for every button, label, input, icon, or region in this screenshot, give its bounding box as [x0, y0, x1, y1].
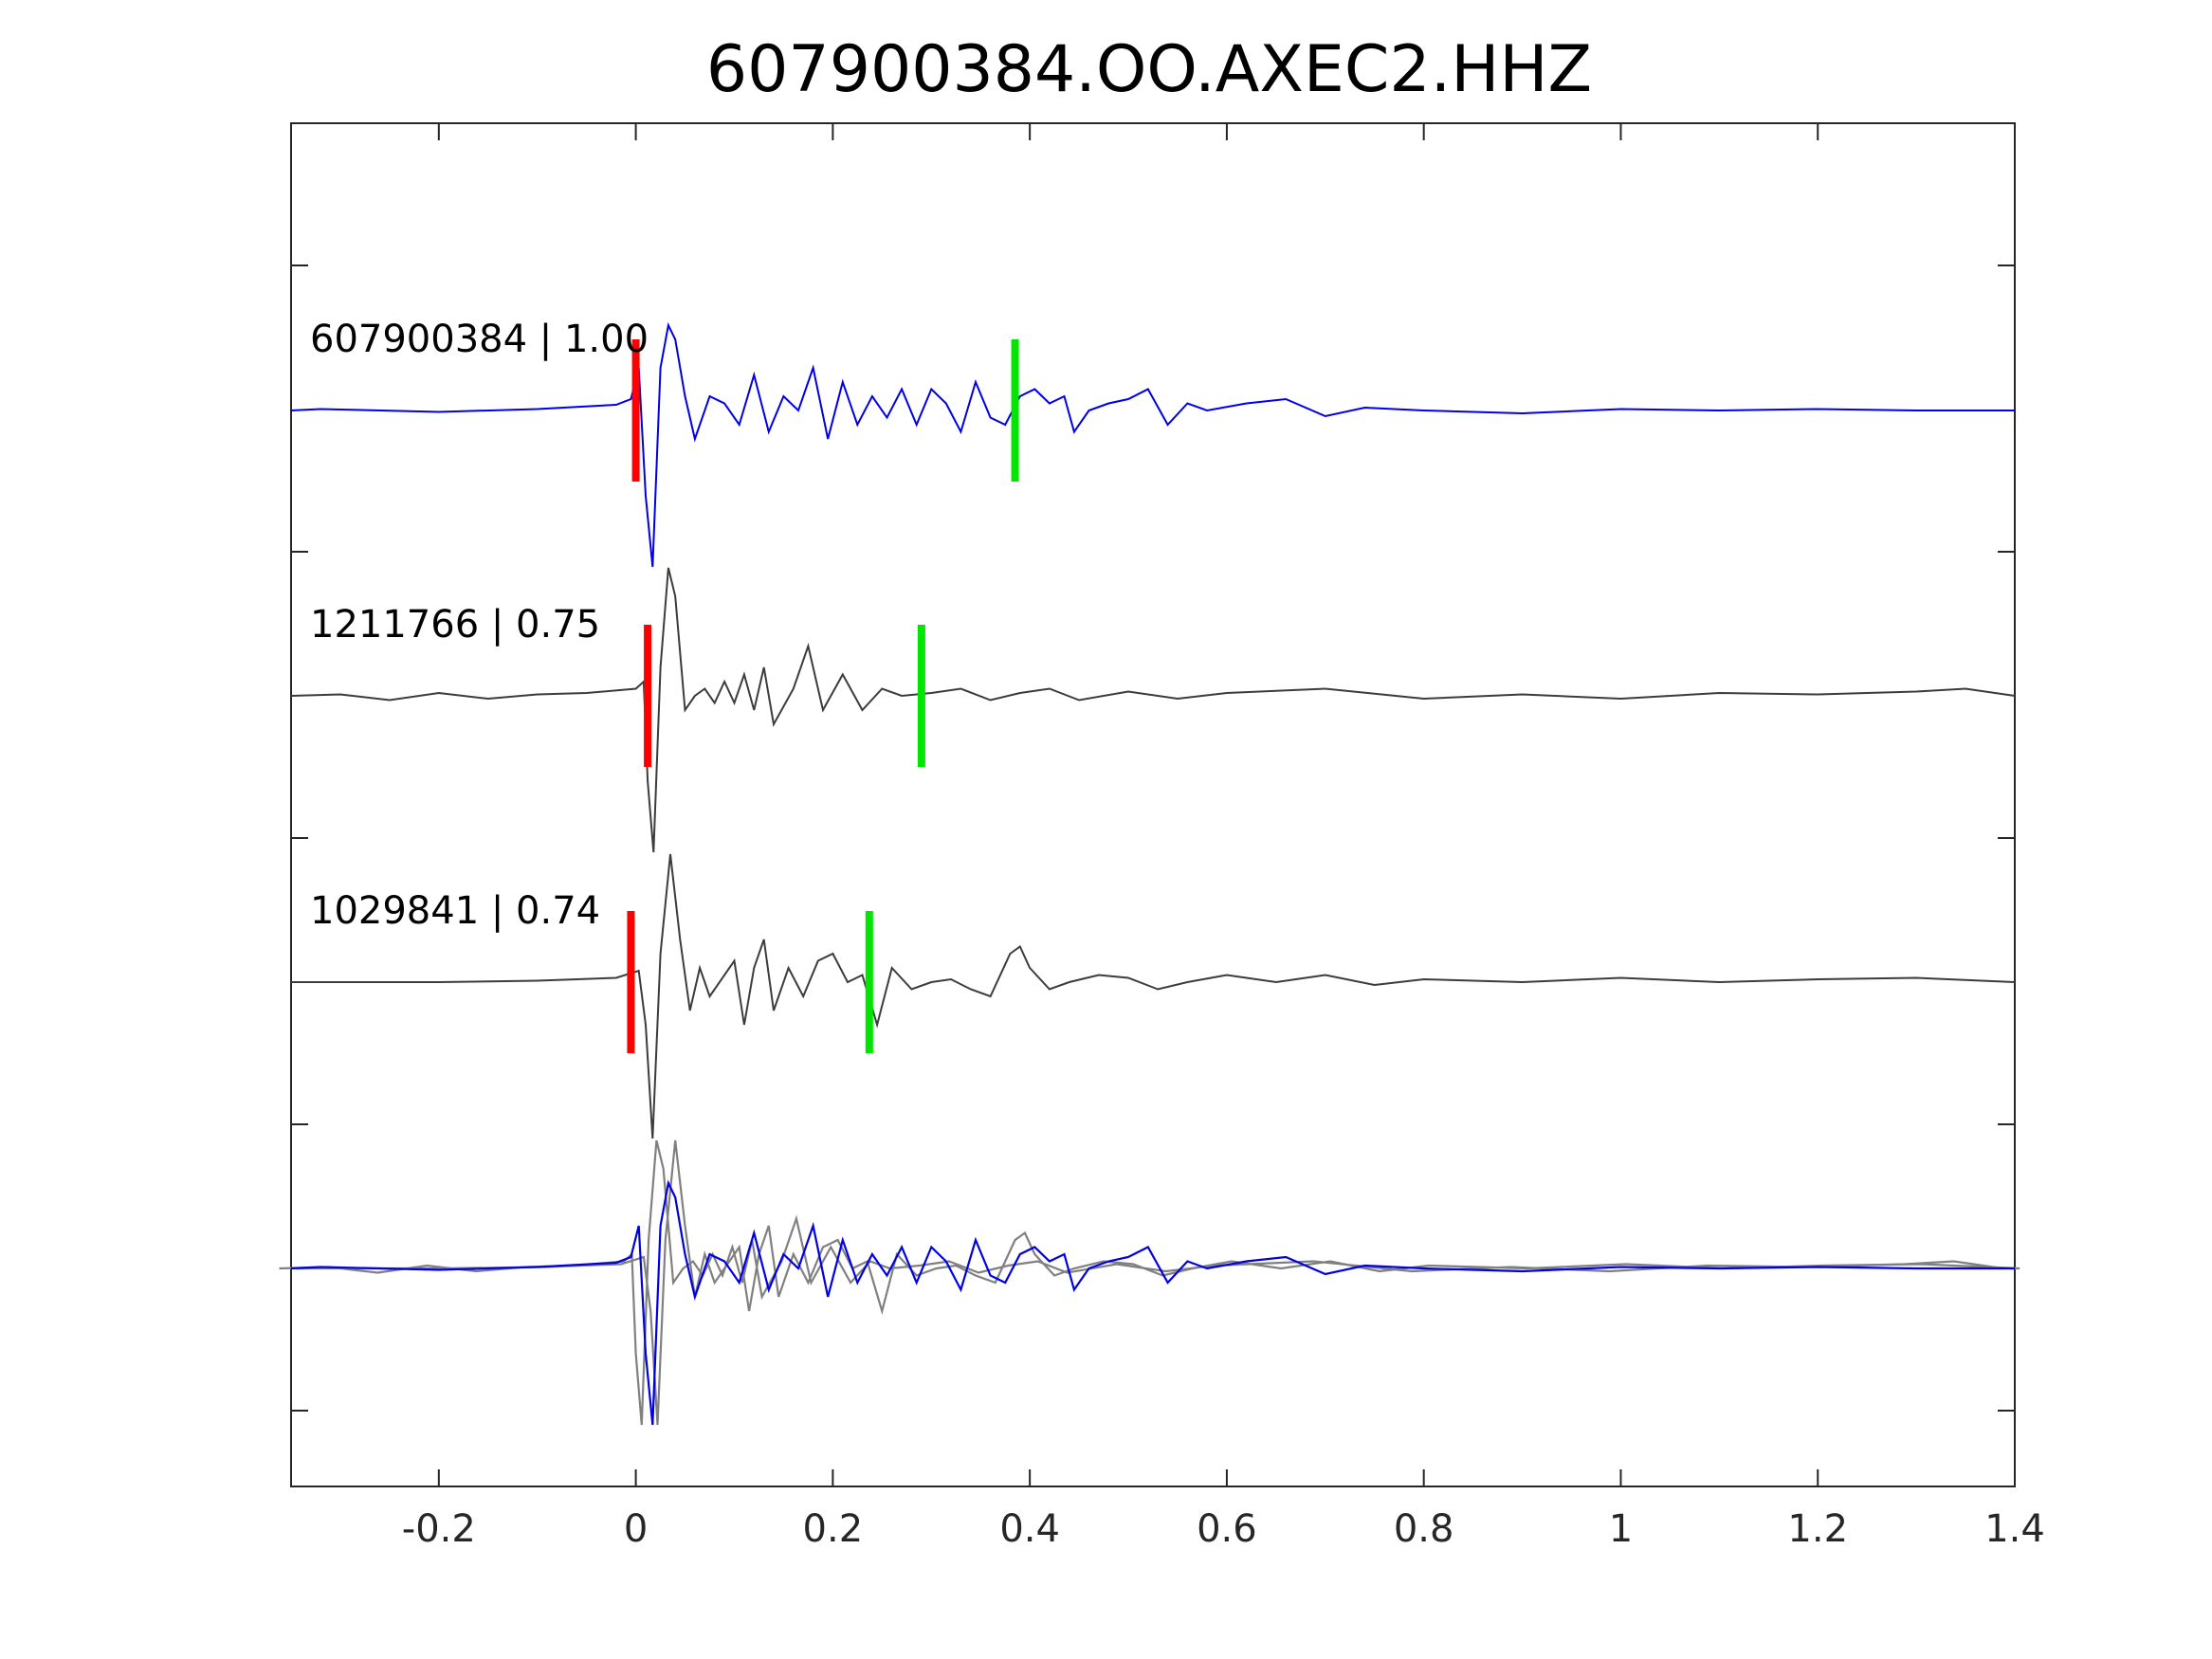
trace-label: 607900384 | 1.00 — [310, 318, 649, 361]
trace-label: 1029841 | 0.74 — [310, 889, 600, 933]
plot-frame — [290, 122, 2016, 1487]
trace-stack — [290, 321, 2016, 1139]
x-tick-label: 0.8 — [1394, 1507, 1454, 1551]
trace-line-1029841 — [291, 853, 2016, 1139]
overlay-line-607900384 — [290, 1179, 2015, 1426]
x-tick-label: 0.4 — [999, 1507, 1060, 1551]
y-ticks — [291, 264, 2015, 1412]
x-tick-label: 1.2 — [1787, 1507, 1848, 1551]
stacked-overlay — [279, 1139, 2020, 1426]
x-tick-label: -0.2 — [402, 1507, 476, 1551]
trace-labels: 607900384 | 1.00 1211766 | 0.75 1029841 | … — [310, 318, 649, 933]
chart-title: 607900384.OO.AXEC2.HHZ — [706, 32, 1592, 107]
overlay-line-1211766 — [279, 1139, 2003, 1426]
x-tick-label: 0.2 — [803, 1507, 864, 1551]
trace-label: 1211766 | 0.75 — [310, 603, 600, 647]
x-tick-label: 1 — [1609, 1507, 1633, 1551]
x-tick-label: 1.4 — [1984, 1507, 2045, 1551]
x-tick-label: 0.6 — [1197, 1507, 1257, 1551]
overlay-line-1029841 — [296, 1139, 2020, 1426]
x-ticks: -0.2 0 0.2 0.4 0.6 0.8 1 1.2 1.4 — [402, 123, 2045, 1551]
trace-line-1211766 — [290, 567, 2016, 853]
x-tick-label: 0 — [624, 1507, 648, 1551]
trace-line-607900384 — [290, 321, 2015, 568]
